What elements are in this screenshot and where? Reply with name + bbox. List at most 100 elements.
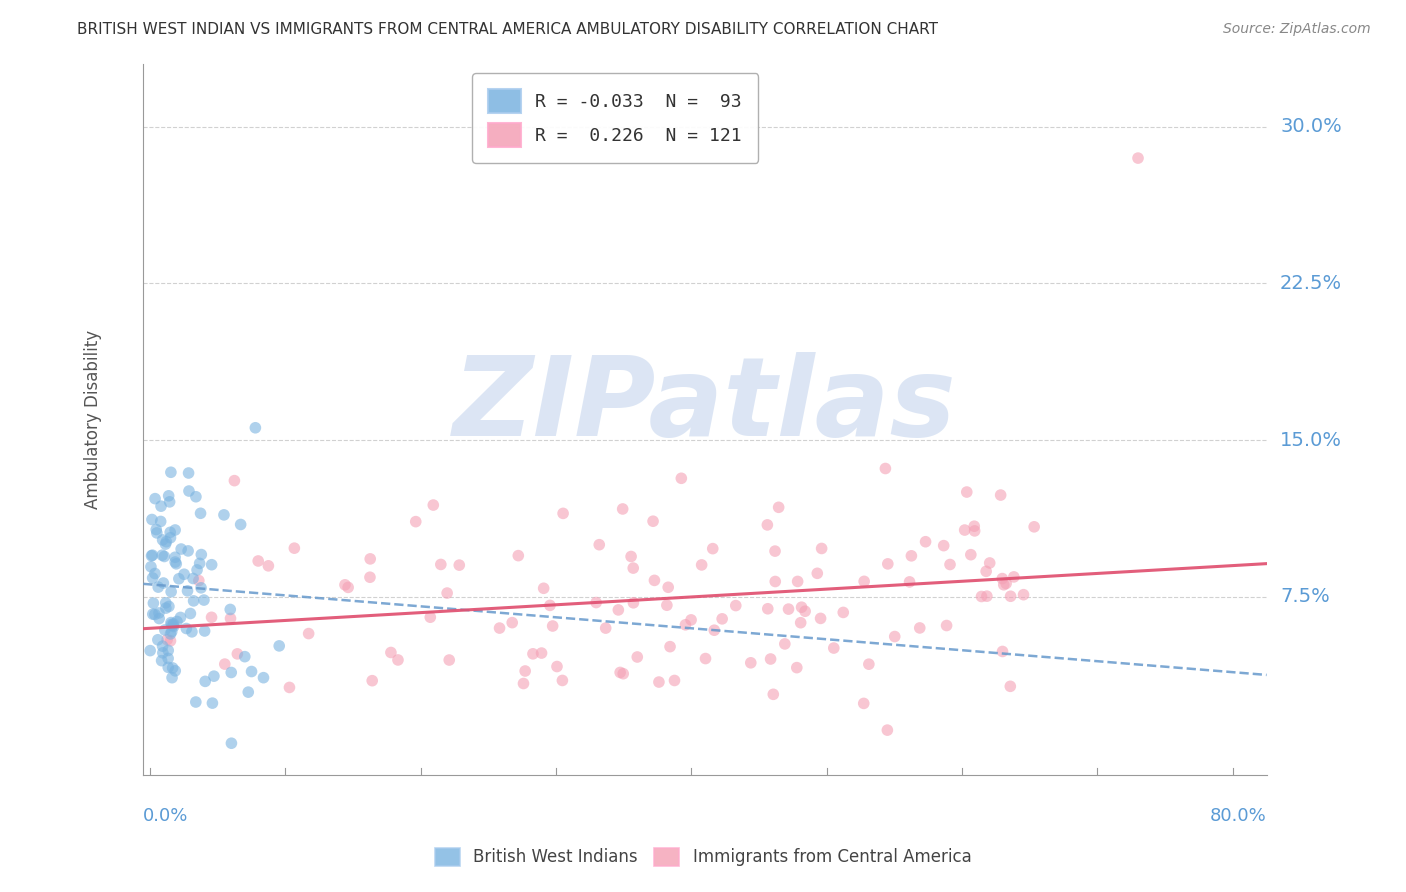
Point	[148, 606, 170, 620]
Point	[763, 574, 786, 589]
Point	[160, 584, 183, 599]
Point	[219, 611, 242, 625]
Point	[150, 499, 173, 513]
Point	[607, 603, 630, 617]
Point	[623, 596, 645, 610]
Point	[794, 604, 817, 618]
Point	[141, 549, 163, 563]
Point	[939, 558, 962, 572]
Point	[1012, 588, 1035, 602]
Point	[149, 515, 172, 529]
Point	[221, 736, 243, 750]
Point	[530, 646, 553, 660]
Point	[153, 549, 176, 564]
Point	[361, 673, 384, 688]
Point	[226, 647, 249, 661]
Point	[786, 574, 808, 589]
Point	[533, 582, 555, 596]
Point	[177, 544, 200, 558]
Point	[269, 639, 291, 653]
Point	[612, 502, 634, 516]
Point	[142, 571, 165, 585]
Point	[247, 554, 270, 568]
Point	[786, 660, 808, 674]
Point	[183, 594, 205, 608]
Point	[165, 555, 187, 569]
Point	[141, 512, 163, 526]
Point	[214, 657, 236, 672]
Point	[167, 572, 190, 586]
Point	[160, 617, 183, 632]
Point	[359, 552, 381, 566]
Point	[979, 556, 1001, 570]
Text: BRITISH WEST INDIAN VS IMMIGRANTS FROM CENTRAL AMERICA AMBULATORY DISABILITY COR: BRITISH WEST INDIAN VS IMMIGRANTS FROM C…	[77, 22, 938, 37]
Point	[620, 549, 643, 564]
Text: 7.5%: 7.5%	[1279, 588, 1330, 607]
Point	[193, 593, 215, 607]
Point	[956, 485, 979, 500]
Point	[876, 723, 898, 738]
Point	[152, 533, 174, 547]
Point	[159, 495, 181, 509]
Point	[177, 483, 200, 498]
Point	[671, 471, 693, 485]
Point	[219, 665, 242, 680]
Point	[621, 561, 644, 575]
Point	[202, 669, 225, 683]
Point	[359, 570, 381, 584]
Point	[162, 617, 184, 632]
Point	[711, 612, 734, 626]
Point	[238, 685, 260, 699]
Point	[876, 557, 898, 571]
Point	[165, 557, 187, 571]
Point	[201, 696, 224, 710]
Point	[724, 599, 747, 613]
Point	[756, 601, 779, 615]
Point	[162, 618, 184, 632]
Point	[875, 461, 897, 475]
Point	[278, 681, 301, 695]
Point	[150, 654, 173, 668]
Point	[806, 566, 828, 581]
Point	[522, 647, 544, 661]
Point	[176, 622, 198, 636]
Point	[823, 641, 845, 656]
Point	[810, 541, 832, 556]
Point	[257, 558, 280, 573]
Point	[160, 615, 183, 630]
Point	[963, 524, 986, 538]
Point	[898, 574, 921, 589]
Point	[155, 534, 177, 549]
Point	[159, 627, 181, 641]
Text: Source: ZipAtlas.com: Source: ZipAtlas.com	[1223, 22, 1371, 37]
Point	[380, 645, 402, 659]
Point	[159, 633, 181, 648]
Point	[187, 574, 209, 588]
Point	[194, 624, 217, 638]
Point	[153, 623, 176, 637]
Point	[515, 664, 537, 678]
Point	[212, 508, 235, 522]
Point	[139, 559, 162, 574]
Text: Ambulatory Disability: Ambulatory Disability	[84, 330, 101, 508]
Point	[283, 541, 305, 556]
Point	[740, 656, 762, 670]
Point	[488, 621, 510, 635]
Point	[180, 624, 202, 639]
Point	[188, 557, 211, 571]
Point	[165, 523, 187, 537]
Point	[953, 523, 976, 537]
Text: 30.0%: 30.0%	[1279, 117, 1341, 136]
Point	[595, 621, 617, 635]
Point	[690, 558, 713, 572]
Point	[681, 613, 703, 627]
Point	[810, 611, 832, 625]
Point	[551, 507, 574, 521]
Point	[229, 517, 252, 532]
Point	[162, 619, 184, 633]
Point	[157, 489, 180, 503]
Point	[551, 673, 574, 688]
Point	[201, 558, 224, 572]
Point	[970, 590, 993, 604]
Point	[155, 596, 177, 610]
